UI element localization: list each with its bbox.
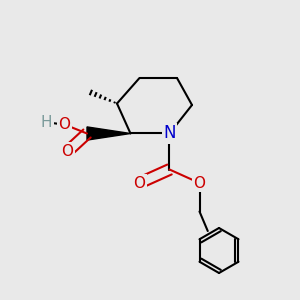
Text: H: H	[41, 115, 52, 130]
Text: N: N	[163, 124, 176, 142]
Polygon shape	[87, 127, 130, 140]
Text: O: O	[194, 176, 206, 190]
Text: O: O	[134, 176, 146, 190]
Text: O: O	[58, 117, 70, 132]
Text: O: O	[61, 144, 74, 159]
